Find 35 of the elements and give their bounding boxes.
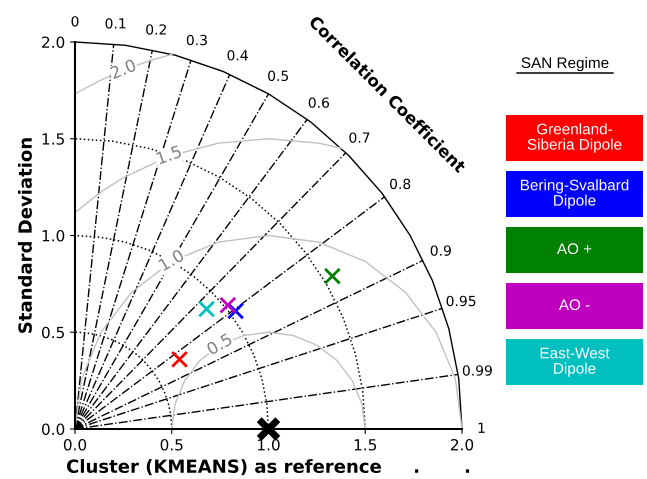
annotation: 0.4 <box>227 50 248 61</box>
annotation: 0.6 <box>308 97 330 108</box>
annotation: 0.1 <box>106 18 126 29</box>
text: AO + <box>556 243 592 254</box>
annotation: 0.2 <box>146 24 166 35</box>
text: Bering-Svalbard Dipole <box>520 179 628 209</box>
annotation: 0.3 <box>186 34 207 46</box>
annotation: 0.9 <box>430 245 451 256</box>
annotation: 1.0 <box>158 248 185 272</box>
x-tick-label: 0.0 <box>64 438 86 451</box>
annotation: 0 <box>71 16 78 27</box>
annotation: 0.95 <box>446 296 476 306</box>
text: Greenland- Siberia Dipole <box>528 123 622 153</box>
y-tick-label: 1.5 <box>42 133 64 145</box>
y-tick-label: 0.0 <box>42 423 64 436</box>
annotation: 0.7 <box>349 132 370 143</box>
annotation: 0.8 <box>390 178 410 190</box>
y-tick-label: 2.0 <box>42 36 64 48</box>
text: AO - <box>558 299 590 310</box>
y-tick-label: 0.5 <box>42 326 64 338</box>
x-axis-title: Cluster (KMEANS) as reference . . <box>66 459 470 476</box>
y-tick-label: 1.0 <box>42 230 64 242</box>
annotation: 2.0 <box>110 58 137 80</box>
legend-title: SAN Regime <box>522 56 608 72</box>
annotation: 0.99 <box>462 365 492 376</box>
annotation: 0.5 <box>268 70 288 82</box>
annotation: 0.5 <box>206 332 233 356</box>
x-tick-label: 2.0 <box>450 438 474 451</box>
x-tick-label: 0.5 <box>160 438 183 451</box>
x-tick-label: 1.5 <box>354 439 376 451</box>
annotation: 1.5 <box>156 145 182 165</box>
text: East-West Dipole <box>540 348 610 377</box>
x-tick-label: 1.0 <box>258 438 280 451</box>
y-axis-title: Standard Deviation <box>18 138 32 333</box>
annotation: 1 <box>478 422 485 433</box>
